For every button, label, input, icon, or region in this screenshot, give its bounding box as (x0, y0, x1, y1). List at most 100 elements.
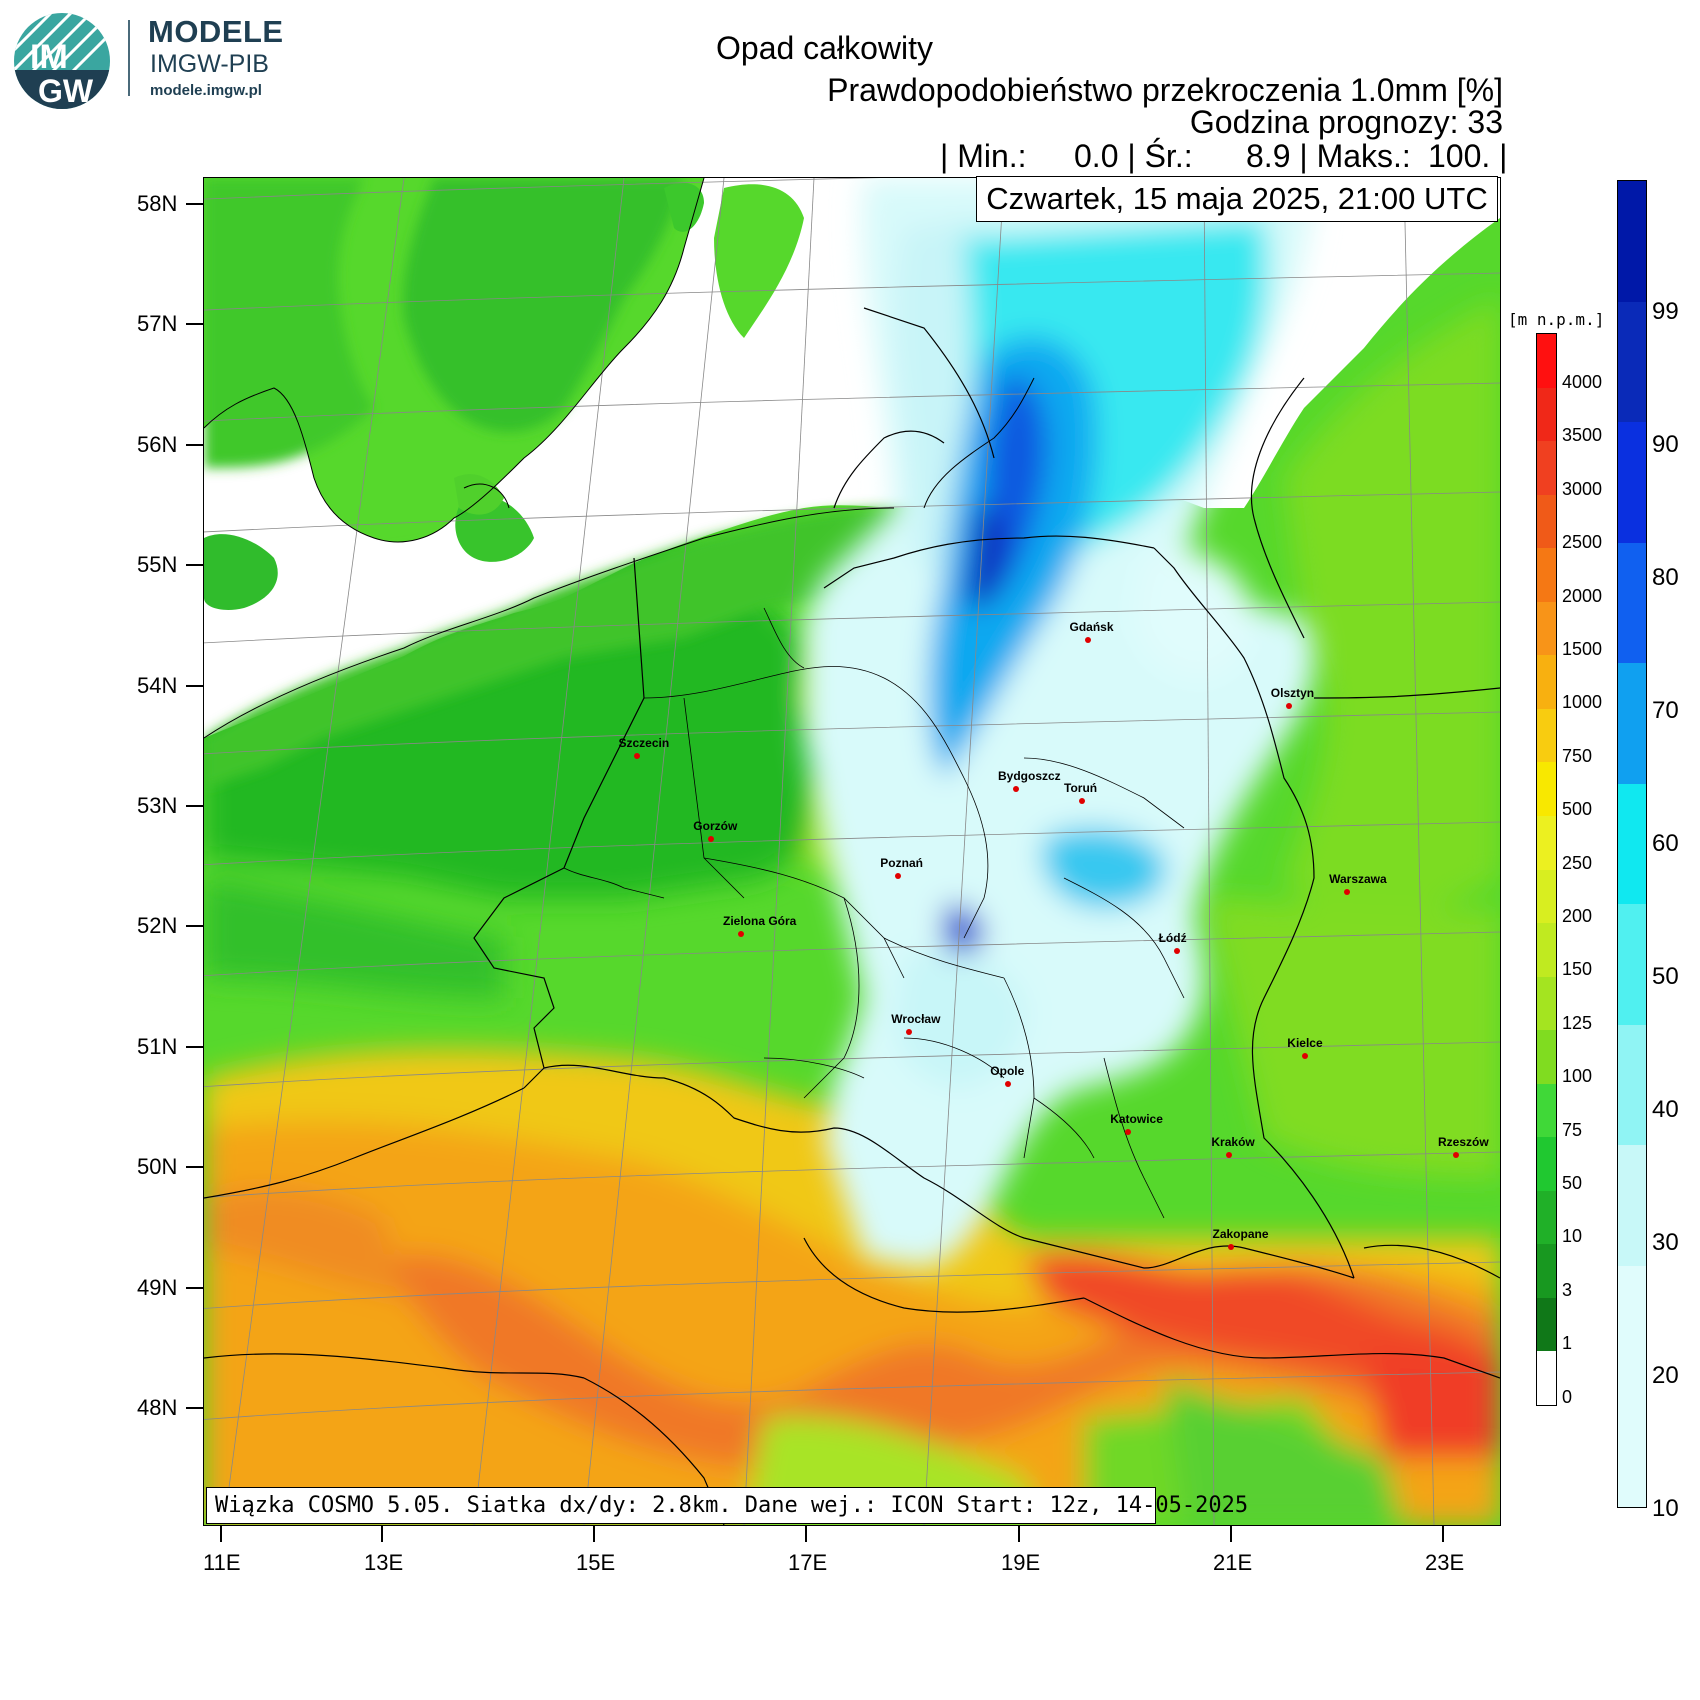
logo-text-bottom: GW (38, 73, 94, 109)
city-marker (1079, 798, 1085, 805)
latitude-label: 56N (137, 431, 178, 457)
longitude-label: 21E (1213, 1550, 1253, 1575)
city-marker (1084, 636, 1091, 643)
elevation-label: 1500 (1562, 639, 1603, 659)
longitude-label: 19E (1001, 1550, 1041, 1575)
longitude-tick (1018, 1525, 1020, 1542)
elevation-label: 10 (1562, 1226, 1583, 1247)
city-marker (1344, 889, 1351, 896)
elevation-swatch (1537, 1030, 1556, 1085)
city-marker (708, 836, 715, 843)
city-label: Zakopane (1212, 1226, 1269, 1241)
latitude-label: 50N (137, 1154, 178, 1180)
probability-label: 20 (1652, 1362, 1679, 1389)
probability-label: 70 (1652, 697, 1679, 724)
latitude-label: 49N (137, 1274, 178, 1300)
elevation-swatch (1537, 976, 1556, 1031)
probability-swatch (1618, 1024, 1646, 1146)
probability-swatch (1618, 783, 1646, 905)
longitude-tick (381, 1525, 383, 1542)
elevation-swatch (1537, 923, 1556, 978)
imgw-logo: IM GW (14, 13, 110, 109)
city-label: Zielona Góra (723, 914, 797, 929)
city-marker (1285, 702, 1292, 709)
elevation-swatch (1537, 441, 1556, 496)
logo-text-top: IM (30, 38, 68, 76)
longitude-tick (593, 1525, 595, 1542)
elevation-swatch (1537, 1137, 1556, 1192)
longitude-tick (805, 1525, 807, 1542)
city-label: Rzeszów (1438, 1134, 1489, 1149)
latitude-tick (186, 203, 203, 205)
elevation-label: 100 (1562, 1066, 1593, 1087)
elevation-label: 3500 (1562, 425, 1603, 446)
elevation-swatch (1537, 708, 1556, 763)
longitude-label: 13E (364, 1550, 404, 1575)
latitude-label: 48N (137, 1395, 178, 1420)
coastlines (204, 178, 1035, 739)
probability-label: 50 (1652, 963, 1679, 990)
stats-end: 100. | (1428, 138, 1508, 174)
brand-title: MODELE (148, 14, 284, 49)
latitude-tick (186, 684, 203, 687)
probability-swatch (1618, 422, 1646, 544)
latitude-label: 52N (137, 913, 178, 939)
latitude-tick (186, 805, 203, 807)
probability-label: 10 (1652, 1495, 1679, 1522)
probability-swatch (1618, 301, 1646, 423)
longitude-label: 15E (576, 1550, 616, 1575)
elevation-swatch (1537, 869, 1556, 924)
latitude-tick (186, 1286, 203, 1289)
city-label: Katowice (1110, 1112, 1163, 1127)
city-label: Wrocław (891, 1012, 941, 1027)
elevation-label: 200 (1562, 906, 1593, 926)
longitude-label: 17E (788, 1550, 828, 1575)
probability-swatch (1618, 542, 1646, 664)
elevation-label: 1000 (1562, 692, 1603, 713)
latitude-label: 55N (137, 552, 178, 578)
city-label: Łódź (1158, 930, 1187, 945)
city-label: Kraków (1211, 1134, 1255, 1149)
elevation-swatch (1537, 334, 1556, 389)
elevation-label: 75 (1562, 1119, 1583, 1140)
latitude-tick (186, 1407, 203, 1409)
forecast-date: Czwartek, 15 maja 2025, 21:00 UTC (976, 176, 1498, 222)
city-marker (906, 1029, 913, 1036)
city-label: Opole (990, 1064, 1025, 1079)
brand-divider (128, 20, 130, 96)
elevation-label: 2500 (1562, 532, 1603, 553)
city-label: Olsztyn (1270, 685, 1315, 700)
city-label: Warszawa (1329, 872, 1387, 887)
brand-url[interactable]: modele.imgw.pl (150, 82, 262, 99)
latitude-tick (186, 443, 203, 446)
latitude-label: 54N (137, 672, 178, 698)
brand-subtitle: IMGW-PIB (150, 50, 269, 78)
city-marker (1125, 1129, 1132, 1136)
city-marker (1453, 1151, 1459, 1158)
probability-swatch (1618, 1386, 1646, 1507)
lowland-layer (204, 298, 1500, 1178)
latitude-tick (186, 1045, 203, 1048)
city-label: Gdańsk (1069, 619, 1114, 634)
elevation-swatch (1537, 655, 1556, 710)
elevation-label: 50 (1562, 1173, 1583, 1193)
probability-swatch (1618, 1265, 1646, 1387)
elevation-label: 125 (1562, 1012, 1593, 1033)
elevation-swatch (1537, 762, 1556, 817)
probability-label: 90 (1652, 431, 1679, 458)
probability-swatch (1618, 663, 1646, 785)
elevation-swatch (1537, 1244, 1556, 1299)
city-label: Kielce (1287, 1036, 1323, 1051)
city-marker (1013, 785, 1019, 792)
city-marker (633, 752, 640, 759)
probability-swatch (1618, 1145, 1646, 1267)
elevation-colorbar (1536, 333, 1557, 1406)
elevation-swatch (1537, 1083, 1556, 1138)
city-label: Bydgoszcz (998, 768, 1061, 783)
stats-min-label: | Min.: (940, 138, 1027, 174)
probability-label: 99 (1652, 298, 1679, 325)
elevation-label: 0 (1562, 1386, 1573, 1407)
city-marker (1005, 1081, 1012, 1088)
elevation-label: 1 (1562, 1333, 1573, 1354)
city-marker (1302, 1053, 1309, 1060)
